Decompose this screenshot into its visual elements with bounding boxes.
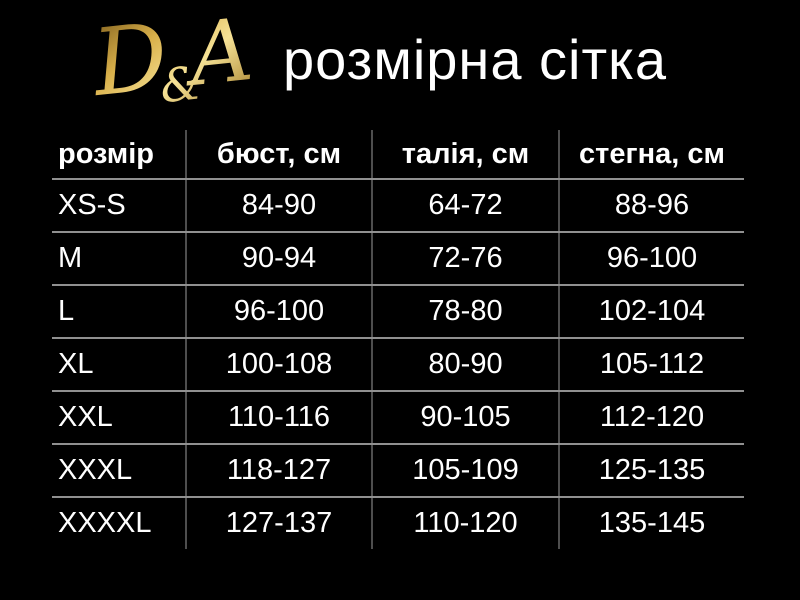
table-row: XL 100-108 80-90 105-112: [52, 338, 744, 392]
size-value-cell: 105-112: [559, 338, 744, 392]
size-value-cell: 125-135: [559, 444, 744, 498]
column-header: стегна, см: [559, 130, 744, 180]
size-label-cell: M: [52, 232, 187, 286]
size-value-cell: 96-100: [559, 232, 744, 286]
size-value-cell: 110-120: [372, 497, 560, 549]
table-row: XXXXL 127-137 110-120 135-145: [52, 497, 744, 549]
size-label-cell: L: [52, 285, 187, 339]
size-value-cell: 135-145: [598, 507, 706, 539]
table-row: L 96-100 78-80 102-104: [52, 285, 744, 339]
size-label-cell: XL: [52, 338, 187, 392]
brand-logo-icon: D&A: [86, 0, 257, 120]
size-value-cell: 118-127: [186, 444, 373, 498]
table-row: XXXL 118-127 105-109 125-135: [52, 444, 744, 498]
size-value-cell: 80-90: [372, 338, 560, 392]
size-value-cell: 64-72: [372, 179, 560, 233]
size-label-cell: XXXL: [52, 444, 187, 498]
header-row: розмір бюст, см талія, см стегна, см: [52, 130, 744, 180]
size-value-cell: 112-120: [559, 391, 744, 445]
logo-text: D&A: [86, 4, 257, 120]
size-value-cell: 100-108: [186, 338, 373, 392]
page-title: розмірна сітка: [283, 28, 668, 91]
brand-logo: D&A: [84, 0, 280, 120]
size-value-cell: 127-137: [186, 497, 373, 549]
size-value-cell: 78-80: [372, 285, 560, 339]
table-row: M 90-94 72-76 96-100: [52, 232, 744, 286]
size-label-cell: XXXXL: [52, 497, 187, 549]
size-value-cell: 72-76: [372, 232, 560, 286]
size-value-cell: 102-104: [559, 285, 744, 339]
column-header: талія, см: [372, 130, 560, 180]
size-value-cell: 84-90: [186, 179, 373, 233]
column-header: розмір: [52, 130, 187, 180]
table-row: XXL 110-116 90-105 112-120: [52, 391, 744, 445]
size-table: розмір бюст, см талія, см стегна, см XS-S 84-…: [52, 130, 744, 549]
size-value-cell: 96-100: [186, 285, 373, 339]
size-value-cell: 105-109: [372, 444, 560, 498]
size-value-cell: 110-116: [186, 391, 373, 445]
size-value-cell: 90-94: [186, 232, 373, 286]
size-value-cell: 90-105: [372, 391, 560, 445]
size-label-cell: XS-S: [52, 179, 187, 233]
size-value-cell: 88-96: [559, 179, 744, 233]
column-header: бюст, см: [186, 130, 373, 180]
size-label-cell: XXL: [52, 391, 187, 445]
table-row: XS-S 84-90 64-72 88-96: [52, 179, 744, 233]
